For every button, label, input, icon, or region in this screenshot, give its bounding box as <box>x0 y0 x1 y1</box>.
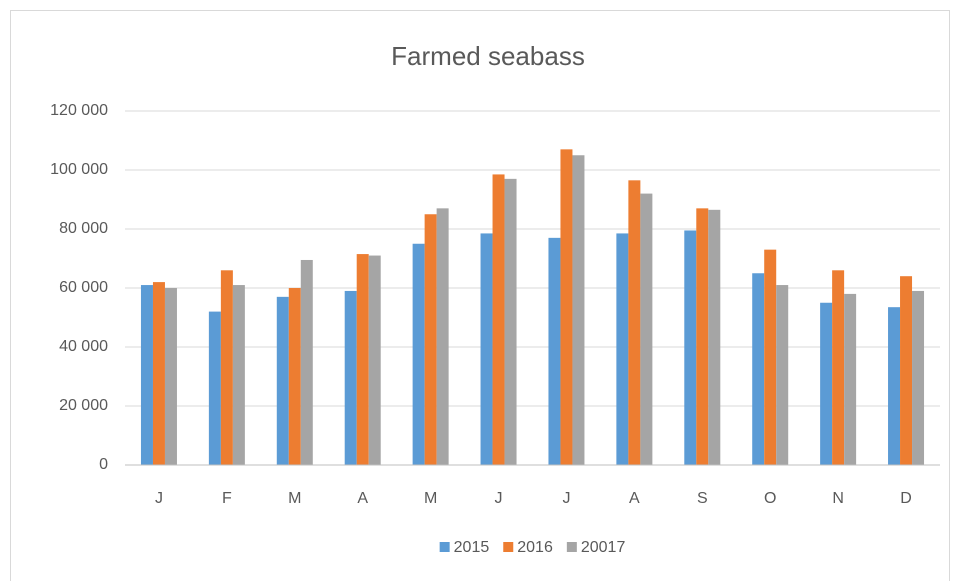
bar <box>288 288 301 465</box>
bar <box>560 149 573 465</box>
x-tick-label: N <box>832 490 844 507</box>
x-tick-label: F <box>222 490 232 507</box>
bar <box>276 296 289 465</box>
y-tick-label: 60 000 <box>59 279 108 296</box>
bar <box>832 270 845 465</box>
bar <box>436 208 449 465</box>
y-tick-label: 100 000 <box>50 161 108 178</box>
y-tick-label: 20 000 <box>59 397 108 414</box>
bar <box>912 290 925 465</box>
bar <box>492 174 505 466</box>
bar <box>232 285 245 465</box>
bar <box>640 193 653 465</box>
y-tick-label: 0 <box>99 456 108 473</box>
x-tick-label: M <box>288 490 301 507</box>
x-tick-label: D <box>900 490 912 507</box>
bar <box>152 282 165 465</box>
bar <box>344 290 357 465</box>
y-tick-label: 40 000 <box>59 338 108 355</box>
legend-label: 2016 <box>517 539 553 556</box>
bar <box>696 208 709 465</box>
bar <box>776 285 789 465</box>
x-tick-label: J <box>562 490 570 507</box>
bar <box>208 311 221 465</box>
x-tick-label: J <box>495 490 503 507</box>
bar <box>164 288 177 465</box>
x-tick-label: S <box>697 490 708 507</box>
bar <box>628 180 641 465</box>
legend-swatch <box>503 542 514 552</box>
bar <box>140 285 153 465</box>
x-tick-label: M <box>424 490 437 507</box>
bar <box>888 307 901 465</box>
bar <box>356 254 369 465</box>
legend-swatch <box>439 542 450 552</box>
bar <box>412 243 425 465</box>
legend-swatch <box>566 542 577 552</box>
y-tick-label: 120 000 <box>50 102 108 119</box>
bar <box>368 255 381 465</box>
bar <box>844 293 857 465</box>
bar <box>820 302 833 465</box>
x-tick-label: O <box>764 490 776 507</box>
bar <box>572 155 585 465</box>
bar <box>548 237 561 465</box>
bar <box>764 249 777 465</box>
x-tick-label: A <box>629 490 640 507</box>
legend-label: 20017 <box>581 539 626 556</box>
bar <box>900 276 913 465</box>
bar <box>424 214 437 465</box>
bar <box>220 270 233 465</box>
legend-label: 2015 <box>454 539 490 556</box>
bar <box>684 230 697 465</box>
bar <box>300 259 313 465</box>
bar <box>504 178 517 465</box>
bar <box>480 233 493 465</box>
bar <box>616 233 629 465</box>
bar <box>708 209 721 465</box>
bar <box>752 273 765 465</box>
chart-title: Farmed seabass <box>391 41 585 71</box>
x-tick-label: A <box>357 490 368 507</box>
y-tick-label: 80 000 <box>59 220 108 237</box>
x-tick-label: J <box>155 490 163 507</box>
